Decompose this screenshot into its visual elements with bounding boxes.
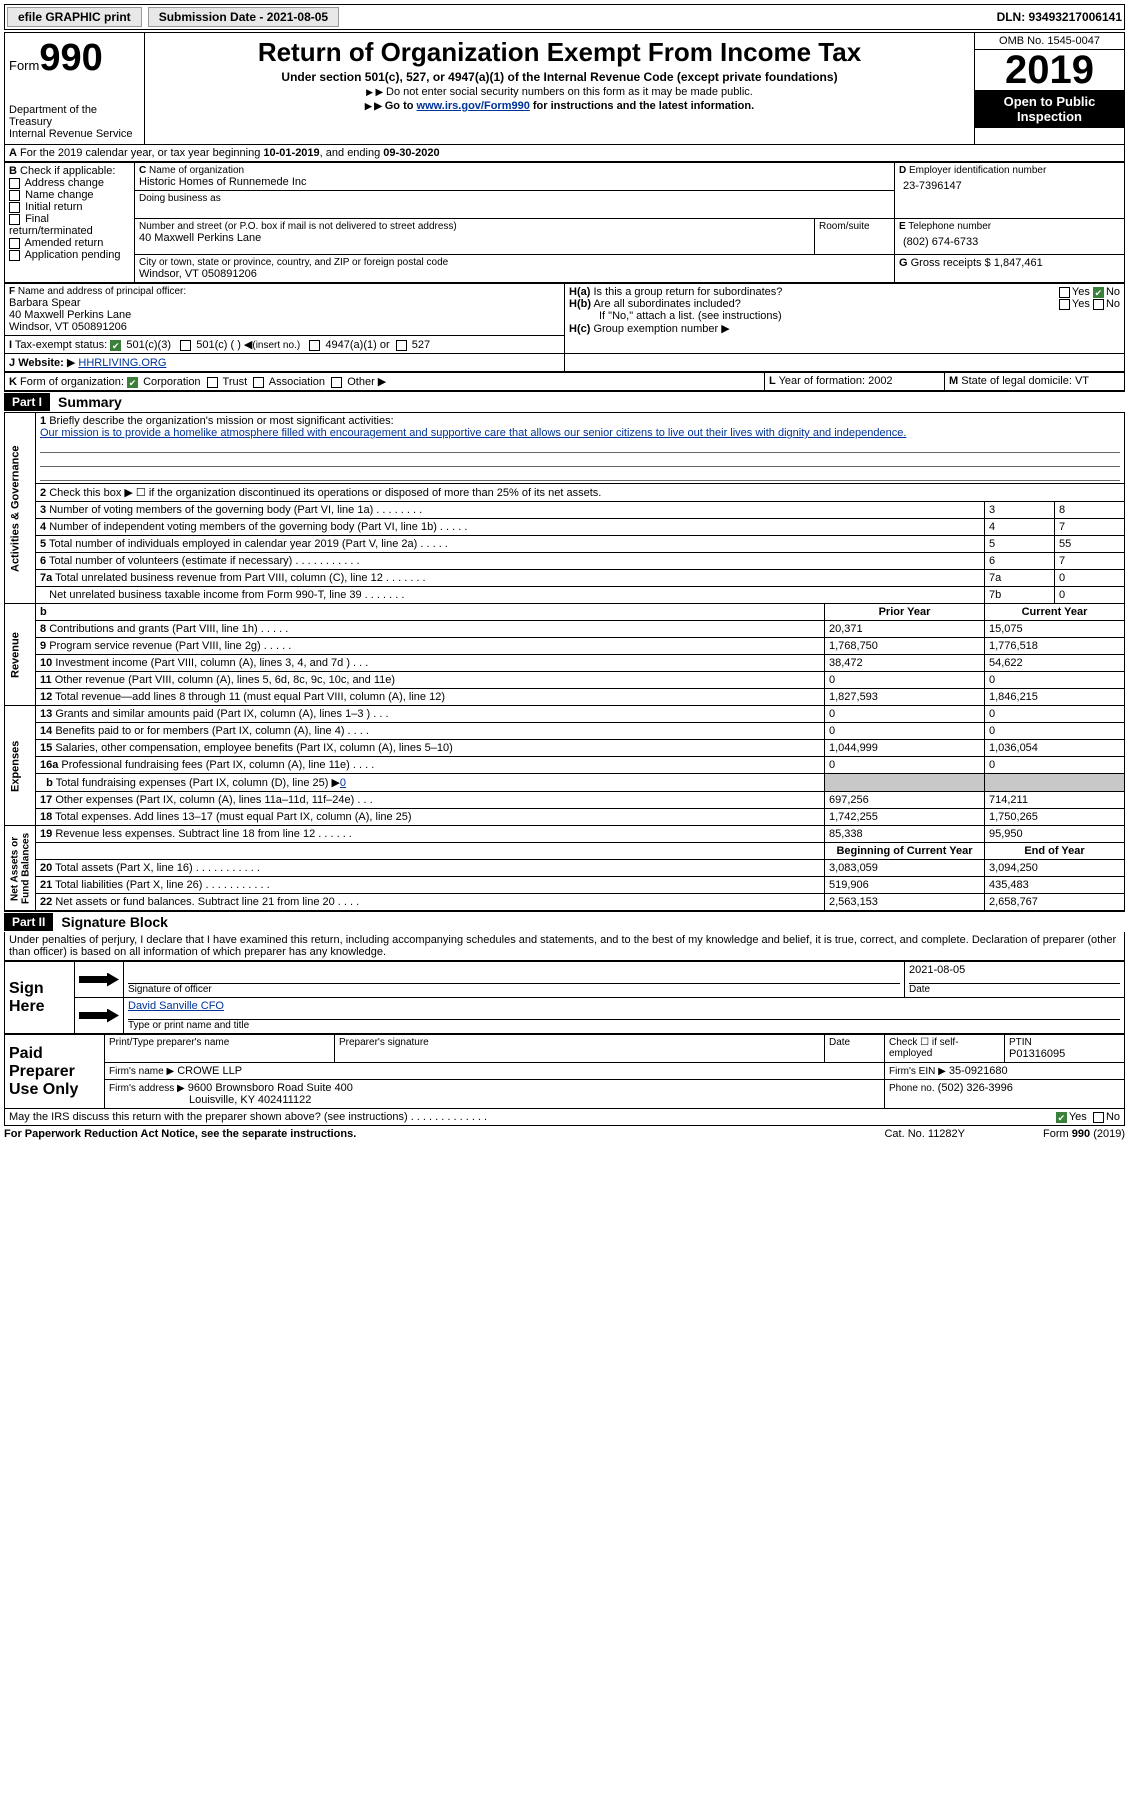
note2-pre: Go to [385,100,417,112]
form-header: Form990 Department of the Treasury Inter… [4,32,1125,145]
part1-header: Part I Summary [4,391,1125,412]
klm-block: K Form of organization: ✔ Corporation Tr… [4,372,1125,391]
tax-year: 2019 [975,50,1124,90]
dept-text: Department of the Treasury Internal Reve… [9,104,140,140]
submission-date-button[interactable]: Submission Date - 2021-08-05 [148,7,339,27]
header-right: OMB No. 1545-0047 2019 Open to Public In… [974,33,1124,144]
website-link[interactable]: HHRLIVING.ORG [78,357,166,369]
dln-text: DLN: 93493217006141 [997,10,1122,24]
declaration: Under penalties of perjury, I declare th… [4,932,1125,961]
header-left: Form990 Department of the Treasury Inter… [5,33,145,144]
street-address: 40 Maxwell Perkins Lane [139,232,810,244]
note2-post: for instructions and the latest informat… [530,100,754,112]
form-word: Form [9,58,39,73]
arrow-icon [79,1009,119,1023]
part2-header: Part II Signature Block [4,911,1125,932]
summary-table: Activities & Governance 1 Briefly descri… [4,412,1125,911]
mission-text: Our mission is to provide a homelike atm… [40,427,906,439]
efile-print-button[interactable]: efile GRAPHIC print [7,7,142,27]
city-state-zip: Windsor, VT 050891206 [139,268,890,280]
ein: 23-7396147 [899,176,1120,196]
arrow-icon [79,973,119,987]
header-note1: Do not enter social security numbers on … [386,86,753,98]
topbar: efile GRAPHIC print Submission Date - 20… [4,4,1125,30]
gross-receipts: 1,847,461 [994,257,1043,269]
header-mid: Return of Organization Exempt From Incom… [145,33,974,144]
preparer-block: Paid Preparer Use Only Print/Type prepar… [4,1034,1125,1109]
officer-name: David Sanville CFO [128,1000,1120,1020]
signature-block: Sign Here Signature of officer 2021-08-0… [4,961,1125,1034]
public-inspection: Open to Public Inspection [975,90,1124,128]
discuss-line: May the IRS discuss this return with the… [4,1109,1125,1126]
line-a: A For the 2019 calendar year, or tax yea… [4,145,1125,162]
form990-link[interactable]: www.irs.gov/Form990 [417,100,530,112]
header-subtitle: Under section 501(c), 527, or 4947(a)(1)… [149,70,970,84]
fhij-block: F Name and address of principal officer:… [4,283,1125,372]
header-title: Return of Organization Exempt From Incom… [149,37,970,68]
footer: For Paperwork Reduction Act Notice, see … [4,1126,1125,1142]
form-number: 990 [39,37,102,79]
telephone: (802) 674-6733 [899,232,1120,252]
identity-block: B Check if applicable: Address change Na… [4,162,1125,283]
org-name: Historic Homes of Runnemede Inc [139,176,890,188]
